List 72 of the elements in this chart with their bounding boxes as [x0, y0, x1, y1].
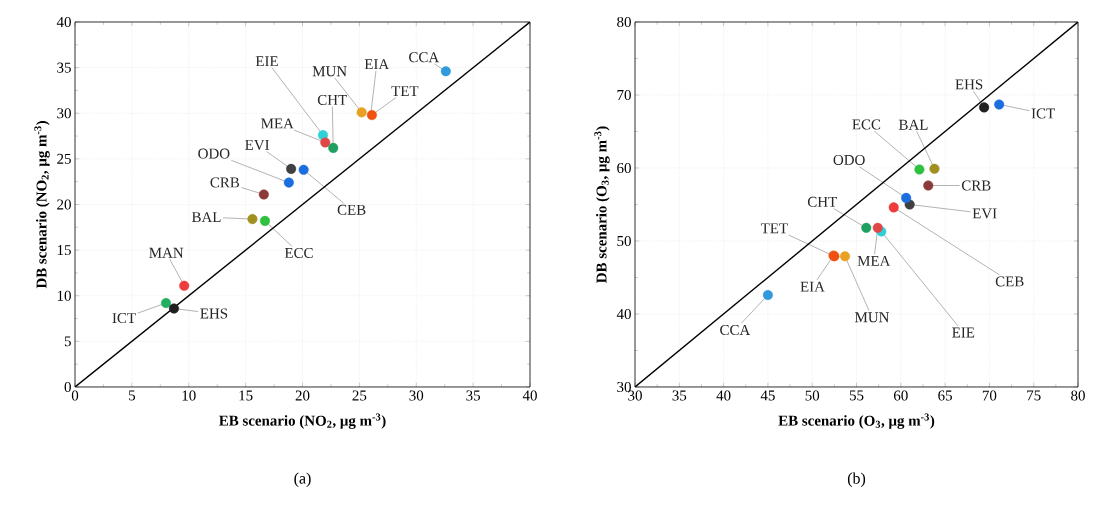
- annotation: CRB: [961, 180, 991, 191]
- x-axis-title: EB scenario (O$_{3}$, μg m$^{-3}$): [778, 413, 935, 429]
- x-tick-label: 75: [1027, 390, 1041, 401]
- x-tick-label: 35: [672, 390, 687, 401]
- y-tick-label: 15: [57, 245, 71, 256]
- x-tick-label: 30: [409, 390, 424, 401]
- annotation: MEA: [261, 118, 294, 129]
- x-tick-label: 20: [295, 390, 310, 401]
- y-tick-label: 5: [64, 336, 71, 347]
- annotation: EHS: [200, 308, 228, 319]
- annotation: ODO: [198, 148, 230, 159]
- x-tick-label: 15: [239, 390, 253, 401]
- annotation: TET: [760, 223, 788, 234]
- y-tick-label: 50: [617, 235, 631, 247]
- annotation: CHT: [807, 196, 837, 207]
- x-axis-title: EB scenario (NO$_{2}$, μg m$^{-3}$): [219, 413, 386, 429]
- annotation: EIE: [952, 327, 975, 338]
- y-tick-label: 20: [57, 199, 71, 210]
- annotation: ECC: [852, 119, 881, 130]
- annotation: EVI: [972, 208, 997, 219]
- annotation: TET: [391, 86, 419, 96]
- x-tick-label: 0: [71, 390, 79, 401]
- annotation: EIE: [255, 56, 278, 67]
- x-tick-label: 60: [893, 390, 908, 401]
- y-tick-label: 80: [617, 16, 631, 28]
- annotation: MUN: [312, 66, 347, 77]
- x-tick-label: 25: [352, 390, 367, 401]
- annotation: CHT: [317, 94, 347, 105]
- text: (b): [847, 472, 866, 487]
- annotation: BAL: [191, 212, 221, 223]
- y-tick-label: 40: [56, 16, 71, 28]
- annotation: ICT: [112, 313, 136, 324]
- annotation: CEB: [337, 204, 366, 215]
- annotation: CCA: [409, 52, 440, 63]
- x-tick-label: 65: [938, 390, 952, 401]
- y-axis-title: DB scenario (O$_{3}$, μg m$^{-3}$): [594, 126, 610, 283]
- x-tick-label: 30: [628, 390, 642, 401]
- annotation: ECC: [284, 247, 313, 258]
- annotation: EIA: [800, 281, 825, 292]
- annotation: CRB: [210, 177, 240, 188]
- annotation: MAN: [149, 247, 184, 258]
- annotation: EHS: [955, 79, 983, 90]
- annotation: ODO: [833, 154, 865, 165]
- y-tick-label: 30: [57, 108, 71, 119]
- x-tick-label: 40: [522, 390, 537, 401]
- x-tick-label: 50: [805, 390, 820, 401]
- y-tick-label: 35: [57, 62, 71, 73]
- annotation: EIA: [364, 59, 390, 70]
- y-tick-label: 0: [64, 381, 71, 393]
- annotation: BAL: [898, 119, 928, 130]
- annotation: ICT: [1031, 108, 1055, 119]
- y-tick-label: 60: [617, 162, 631, 174]
- x-tick-label: 35: [466, 390, 481, 401]
- y-tick-label: 25: [57, 153, 71, 164]
- x-tick-label: 5: [129, 390, 136, 401]
- y-axis-title: DB scenario (NO$_{2}$, μg m$^{-3}$): [34, 121, 50, 289]
- annotation: CEB: [995, 276, 1024, 287]
- annotation: EVI: [245, 139, 270, 150]
- x-tick-label: 55: [849, 390, 864, 401]
- x-tick-label: 45: [760, 390, 775, 401]
- annotation: CCA: [720, 324, 751, 336]
- annotation: MEA: [857, 255, 891, 266]
- x-tick-label: 40: [716, 390, 731, 401]
- y-tick-label: 70: [617, 89, 631, 101]
- x-tick-label: 70: [982, 390, 997, 401]
- y-tick-label: 10: [57, 290, 71, 301]
- annotation: MUN: [854, 312, 890, 323]
- y-tick-label: 40: [616, 308, 631, 320]
- x-tick-label: 80: [1071, 390, 1085, 401]
- x-tick-label: 10: [182, 390, 196, 401]
- y-tick-label: 30: [617, 381, 631, 393]
- text: (a): [294, 472, 311, 487]
